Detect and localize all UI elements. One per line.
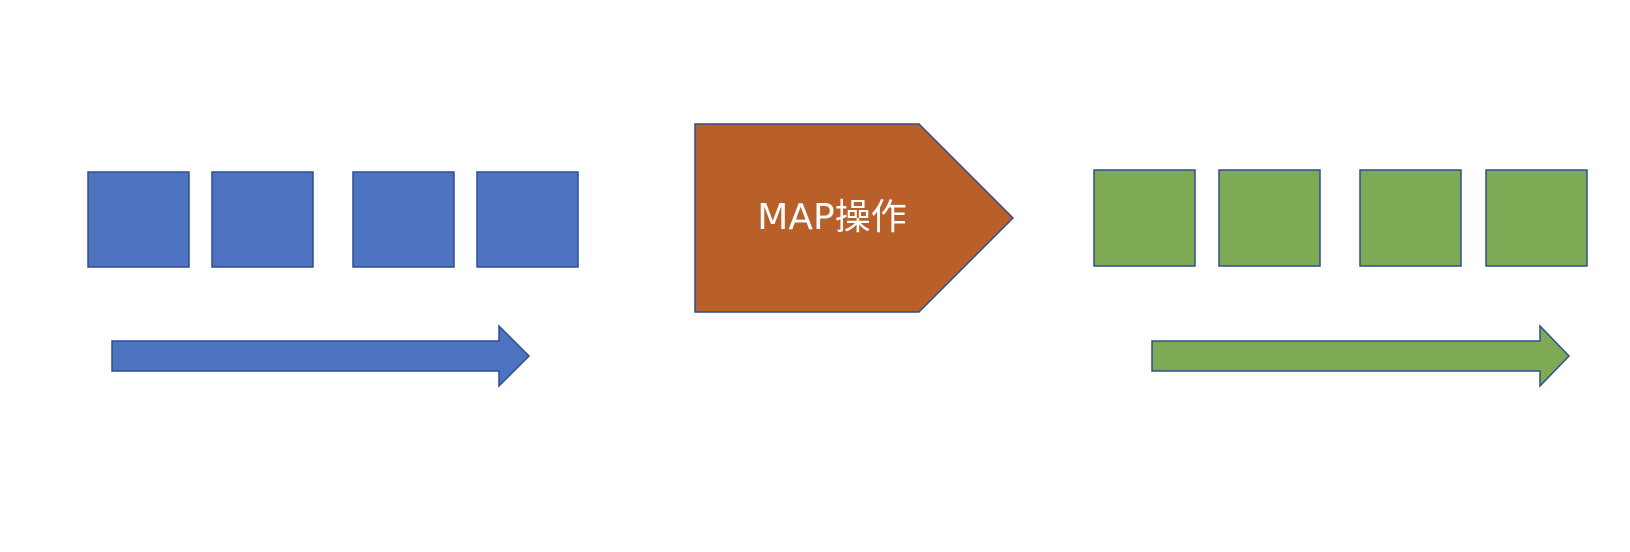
output-box-1: [1093, 169, 1196, 267]
input-box-2: [211, 171, 314, 268]
output-box-2: [1218, 169, 1321, 267]
input-box-1: [87, 171, 190, 268]
output-sequence: [1093, 169, 1588, 267]
input-direction-arrow: [111, 324, 531, 388]
input-sequence: [87, 171, 579, 268]
output-direction-arrow: [1151, 324, 1571, 388]
input-box-4: [476, 171, 579, 268]
operation-label: MAP操作: [757, 197, 906, 238]
output-box-3: [1359, 169, 1462, 267]
map-operation-block: MAP操作: [694, 123, 1015, 313]
input-box-3: [352, 171, 455, 268]
output-box-4: [1485, 169, 1588, 267]
operation-pentagon: [694, 123, 1015, 313]
